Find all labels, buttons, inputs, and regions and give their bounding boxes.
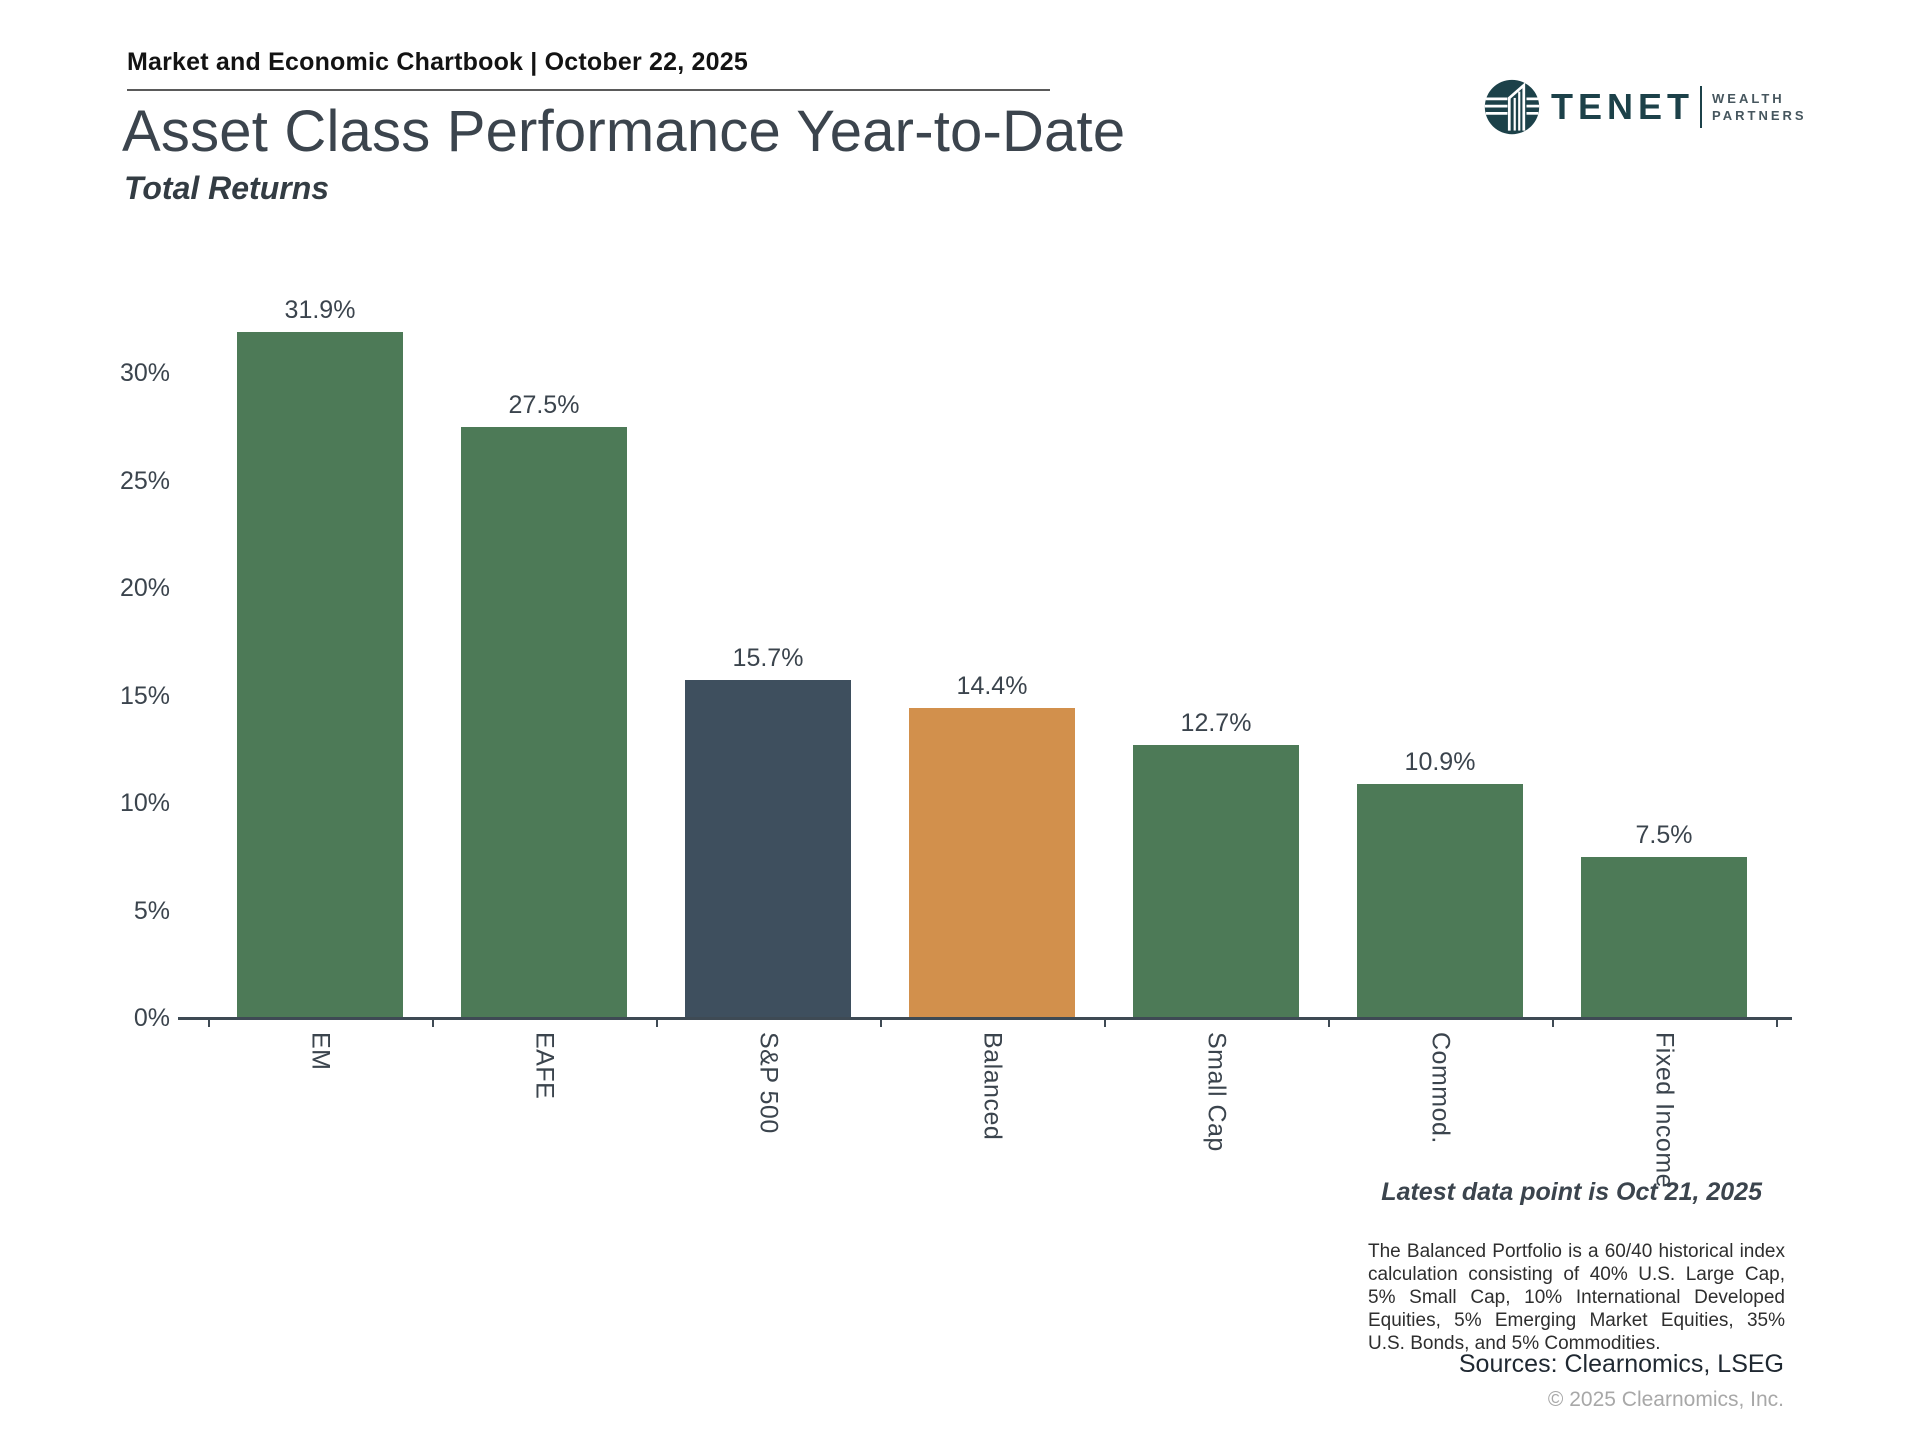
x-axis-tick xyxy=(1552,1020,1554,1027)
bar-column: 27.5% xyxy=(432,273,656,1018)
bar-EM xyxy=(237,332,403,1018)
copyright: © 2025 Clearnomics, Inc. xyxy=(1547,1388,1784,1411)
x-axis-label: S&P 500 xyxy=(754,1032,783,1134)
x-axis-tick xyxy=(1776,1020,1778,1027)
y-tick-label: 20% xyxy=(119,574,170,602)
plot-area: 31.9% 27.5% 15.7% 14.4% 12.7% 10.9% 7.5% xyxy=(208,273,1776,1018)
bar-value-label: 12.7% xyxy=(1180,708,1252,737)
bar-Small Cap xyxy=(1133,744,1299,1018)
bar-EAFE xyxy=(461,426,627,1018)
y-tick-label: 30% xyxy=(119,359,170,387)
bar-Fixed Income xyxy=(1581,856,1747,1018)
bar-S&P 500 xyxy=(685,680,851,1018)
x-axis-label: Fixed Income xyxy=(1650,1032,1679,1189)
x-axis-labels: EM EAFE S&P 500 Balanced Small Cap Commod. Fix… xyxy=(208,1032,1776,1188)
bar-Balanced xyxy=(909,708,1075,1018)
logo-suffix: WEALTH PARTNERS xyxy=(1712,90,1807,124)
bar-column: 10.9% xyxy=(1328,273,1552,1018)
x-axis-label-cell: EAFE xyxy=(432,1032,656,1188)
bar-value-label: 14.4% xyxy=(956,672,1028,701)
y-tick-label: 10% xyxy=(119,789,170,817)
x-axis-label-cell: EM xyxy=(208,1032,432,1188)
x-axis-label-cell: Fixed Income xyxy=(1552,1032,1776,1188)
bar-column: 31.9% xyxy=(208,273,432,1018)
x-axis-label: EAFE xyxy=(530,1032,559,1100)
y-tick-label: 5% xyxy=(133,896,170,925)
x-axis-tick xyxy=(880,1020,882,1027)
x-axis-label-cell: Small Cap xyxy=(1104,1032,1328,1188)
y-tick-label: 0% xyxy=(133,1004,170,1032)
x-axis-tick xyxy=(1104,1020,1106,1027)
latest-data-note: Latest data point is Oct 21, 2025 xyxy=(1381,1178,1762,1206)
logo-separator xyxy=(1700,86,1703,128)
bar-value-label: 31.9% xyxy=(284,296,356,325)
bar-column: 15.7% xyxy=(656,273,880,1018)
y-tick-label: 15% xyxy=(119,681,170,710)
y-tick-label: 25% xyxy=(119,466,170,495)
logo-suffix-wealth: WEALTH xyxy=(1712,91,1785,106)
x-axis-tick xyxy=(208,1020,210,1027)
x-axis-label-cell: S&P 500 xyxy=(656,1032,880,1188)
bar-value-label: 27.5% xyxy=(508,390,580,419)
logo-suffix-partners: PARTNERS xyxy=(1712,108,1807,123)
x-axis-label: Small Cap xyxy=(1202,1032,1231,1152)
footnote: The Balanced Portfolio is a 60/40 histor… xyxy=(1368,1241,1785,1354)
bar-value-label: 15.7% xyxy=(732,644,804,673)
bar-value-label: 10.9% xyxy=(1404,747,1476,776)
x-axis-tick xyxy=(656,1020,658,1027)
x-axis-label-cell: Balanced xyxy=(880,1032,1104,1188)
tenet-logo-icon xyxy=(1483,78,1541,136)
x-axis-tick xyxy=(1328,1020,1330,1027)
x-axis-label: Commod. xyxy=(1426,1032,1455,1144)
chartbook-header: Market and Economic Chartbook | October … xyxy=(127,48,748,76)
x-axis-line xyxy=(178,1017,1792,1020)
x-axis-label: EM xyxy=(306,1032,335,1071)
x-axis-tick xyxy=(432,1020,434,1027)
tenet-logo-wordmark: TENET xyxy=(1551,86,1695,127)
x-axis-label: Balanced xyxy=(978,1032,1007,1141)
bar-column: 7.5% xyxy=(1552,273,1776,1018)
bar-column: 12.7% xyxy=(1104,273,1328,1018)
bar-value-label: 7.5% xyxy=(1635,820,1693,849)
sources: Sources: Clearnomics, LSEG xyxy=(1458,1350,1784,1378)
bar-Commod. xyxy=(1357,783,1523,1018)
x-axis-label-cell: Commod. xyxy=(1328,1032,1552,1188)
header-divider xyxy=(127,89,1050,91)
bar-column: 14.4% xyxy=(880,273,1104,1018)
page-subtitle: Total Returns xyxy=(124,170,330,206)
page-title: Asset Class Performance Year-to-Date xyxy=(122,99,1126,164)
tenet-logo: TENET WEALTH PARTNERS xyxy=(1483,78,1807,136)
